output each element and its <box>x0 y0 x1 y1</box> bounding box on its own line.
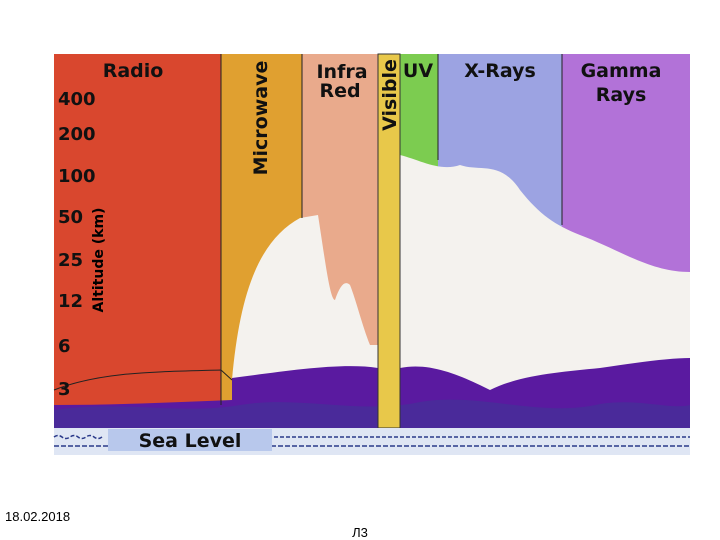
sea-level-label: Sea Level <box>139 430 242 452</box>
band-dividers <box>220 54 563 405</box>
band-label: X-Rays <box>464 60 536 82</box>
altitude-label: 12 <box>58 291 83 312</box>
altitude-label: 25 <box>58 250 83 271</box>
footer-date: 18.02.2018 <box>5 509 70 524</box>
sea-level-box <box>108 429 272 451</box>
profile-line <box>53 369 233 391</box>
axis-label: Altitude (km) <box>91 208 107 313</box>
footer-page: Л3 <box>352 525 368 540</box>
altitude-label: 100 <box>58 166 96 187</box>
band-label: UV <box>403 60 433 82</box>
band-label: Gamma <box>581 60 662 82</box>
altitude-labels: 400 200 100 50 25 12 6 3 <box>58 89 96 400</box>
altitude-label: 6 <box>58 336 71 357</box>
band-label: Red <box>319 80 360 102</box>
ground-layer <box>54 399 690 428</box>
altitude-label: 200 <box>58 124 96 145</box>
altitude-label: 400 <box>58 89 96 110</box>
altitude-label: 50 <box>58 207 83 228</box>
band-label: Rays <box>596 84 647 106</box>
band-label: Infra <box>316 61 367 83</box>
band-label: Visible <box>379 59 401 131</box>
altitude-label: 3 <box>58 379 71 400</box>
absorption-area <box>232 155 690 428</box>
band-label: Radio <box>103 60 164 82</box>
radio-band <box>54 54 221 428</box>
band-label: Microwave <box>250 61 272 176</box>
